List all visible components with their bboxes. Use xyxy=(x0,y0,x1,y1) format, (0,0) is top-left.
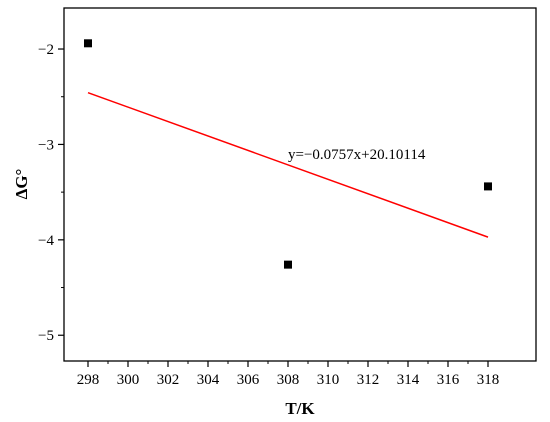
x-axis-ticks: 298 300 302 304 306 308 310 312 314 316 318 xyxy=(77,361,500,388)
y-tick-label: −4 xyxy=(38,233,54,249)
x-tick-label: 312 xyxy=(357,372,380,388)
x-axis-title: T/K xyxy=(285,399,315,418)
x-tick-label: 302 xyxy=(157,372,180,388)
y-tick-label: −2 xyxy=(38,42,54,58)
x-tick-label: 304 xyxy=(197,372,220,388)
x-tick-label: 310 xyxy=(317,372,340,388)
data-point xyxy=(84,39,92,48)
y-tick-label: −5 xyxy=(38,328,54,344)
x-tick-label: 300 xyxy=(117,372,140,388)
x-tick-label: 306 xyxy=(237,372,260,388)
plot-frame xyxy=(63,7,537,362)
data-point xyxy=(284,260,292,269)
fit-line xyxy=(87,91,489,238)
y-axis-title: ΔG° xyxy=(12,169,31,200)
x-tick-label: 308 xyxy=(277,372,300,388)
x-tick-label: 298 xyxy=(77,372,100,388)
x-tick-label: 316 xyxy=(437,372,460,388)
data-point xyxy=(484,182,492,191)
y-tick-label: −3 xyxy=(38,137,54,153)
x-tick-label: 314 xyxy=(397,372,420,388)
fit-equation: y=−0.0757x+20.10114 xyxy=(288,147,426,163)
x-tick-label: 318 xyxy=(477,372,500,388)
data-series xyxy=(84,39,492,269)
y-axis-ticks: −5 −4 −3 −2 xyxy=(38,42,64,344)
